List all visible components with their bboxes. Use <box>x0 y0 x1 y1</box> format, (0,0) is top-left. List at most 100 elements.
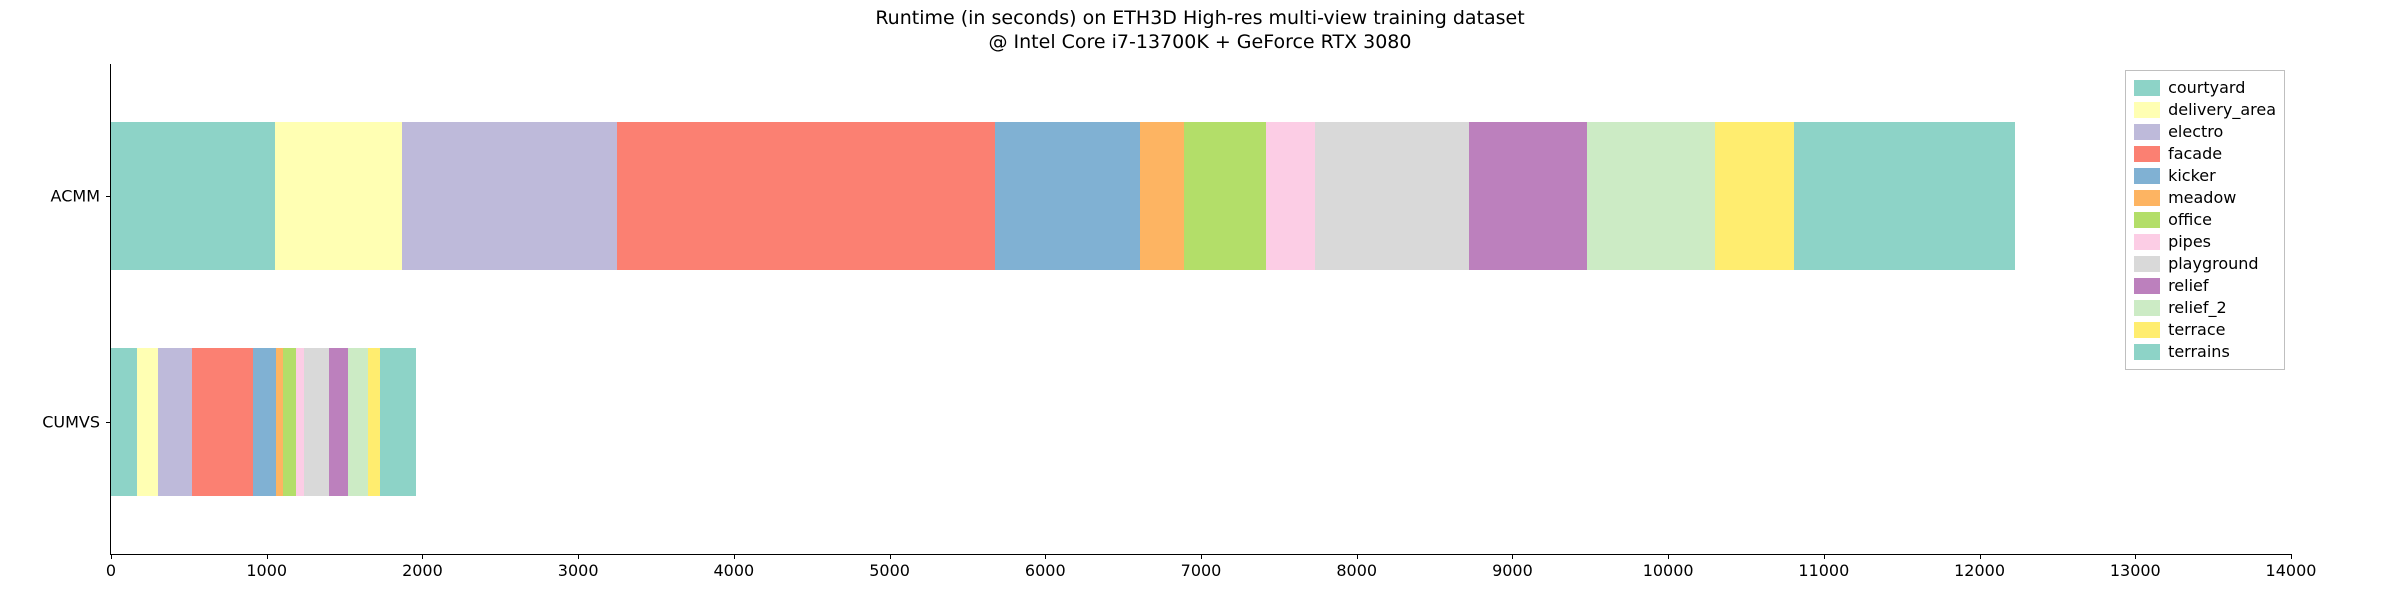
y-tick-label: CUMVS <box>0 412 100 431</box>
legend-swatch <box>2134 168 2160 184</box>
legend-item: relief_2 <box>2134 297 2276 319</box>
x-tick-mark <box>1201 554 1202 559</box>
legend-swatch <box>2134 80 2160 96</box>
legend-item: terrace <box>2134 319 2276 341</box>
bar-segment-relief <box>1469 122 1587 270</box>
legend-item: pipes <box>2134 231 2276 253</box>
bar-segment-relief_2 <box>1587 122 1715 270</box>
x-tick-label: 1000 <box>246 561 287 580</box>
bar-segment-terrace <box>1715 122 1794 270</box>
legend-label: courtyard <box>2168 77 2245 99</box>
legend: courtyarddelivery_areaelectrofacadekicke… <box>2125 70 2285 370</box>
bar-segment-office <box>1184 122 1267 270</box>
legend-item: electro <box>2134 121 2276 143</box>
bar-segment-meadow <box>276 348 283 496</box>
legend-swatch <box>2134 190 2160 206</box>
legend-swatch <box>2134 300 2160 316</box>
legend-label: terrains <box>2168 341 2230 363</box>
chart-title: Runtime (in seconds) on ETH3D High-res m… <box>0 6 2400 54</box>
legend-item: courtyard <box>2134 77 2276 99</box>
x-tick-mark <box>1980 554 1981 559</box>
legend-swatch <box>2134 344 2160 360</box>
x-tick-mark <box>578 554 579 559</box>
legend-label: playground <box>2168 253 2258 275</box>
x-tick-label: 10000 <box>1643 561 1694 580</box>
legend-label: relief_2 <box>2168 297 2227 319</box>
legend-swatch <box>2134 234 2160 250</box>
x-tick-label: 4000 <box>713 561 754 580</box>
legend-swatch <box>2134 256 2160 272</box>
x-tick-mark <box>1668 554 1669 559</box>
chart-title-line2: @ Intel Core i7-13700K + GeForce RTX 308… <box>989 31 1412 53</box>
x-tick-label: 0 <box>106 561 116 580</box>
y-tick-label: ACMM <box>0 187 100 206</box>
bar-segment-facade <box>192 348 253 496</box>
x-tick-mark <box>111 554 112 559</box>
x-tick-mark <box>734 554 735 559</box>
legend-label: terrace <box>2168 319 2225 341</box>
bar-segment-meadow <box>1140 122 1184 270</box>
bar-segment-delivery_area <box>275 122 403 270</box>
x-tick-mark <box>1824 554 1825 559</box>
legend-label: office <box>2168 209 2212 231</box>
legend-label: kicker <box>2168 165 2216 187</box>
legend-swatch <box>2134 124 2160 140</box>
legend-label: delivery_area <box>2168 99 2276 121</box>
legend-label: pipes <box>2168 231 2211 253</box>
legend-label: electro <box>2168 121 2223 143</box>
bar-segment-relief <box>329 348 348 496</box>
legend-label: facade <box>2168 143 2222 165</box>
x-tick-mark <box>2135 554 2136 559</box>
bar-segment-playground <box>304 348 329 496</box>
bar-segment-courtyard <box>111 122 275 270</box>
bar-segment-playground <box>1315 122 1469 270</box>
legend-item: playground <box>2134 253 2276 275</box>
legend-item: terrains <box>2134 341 2276 363</box>
bar-segment-relief_2 <box>348 348 368 496</box>
x-tick-label: 7000 <box>1181 561 1222 580</box>
x-tick-label: 5000 <box>869 561 910 580</box>
bar-segment-office <box>283 348 296 496</box>
bar-segment-kicker <box>253 348 276 496</box>
legend-item: delivery_area <box>2134 99 2276 121</box>
x-tick-label: 8000 <box>1336 561 1377 580</box>
x-tick-mark <box>1045 554 1046 559</box>
x-tick-mark <box>1512 554 1513 559</box>
legend-swatch <box>2134 102 2160 118</box>
legend-label: relief <box>2168 275 2208 297</box>
legend-label: meadow <box>2168 187 2236 209</box>
chart-title-line1: Runtime (in seconds) on ETH3D High-res m… <box>875 7 1524 29</box>
legend-item: facade <box>2134 143 2276 165</box>
x-tick-mark <box>422 554 423 559</box>
x-tick-label: 14000 <box>2266 561 2317 580</box>
bar-segment-courtyard <box>111 348 137 496</box>
x-tick-label: 9000 <box>1492 561 1533 580</box>
x-tick-mark <box>890 554 891 559</box>
x-tick-label: 6000 <box>1025 561 1066 580</box>
x-tick-mark <box>1357 554 1358 559</box>
bar-segment-pipes <box>1266 122 1314 270</box>
bar-segment-terrace <box>368 348 380 496</box>
x-tick-mark <box>267 554 268 559</box>
x-tick-label: 13000 <box>2110 561 2161 580</box>
x-tick-label: 11000 <box>1798 561 1849 580</box>
bar-segment-pipes <box>296 348 304 496</box>
legend-swatch <box>2134 212 2160 228</box>
bar-segment-electro <box>158 348 192 496</box>
bar-segment-electro <box>402 122 617 270</box>
x-tick-label: 12000 <box>1954 561 2005 580</box>
x-tick-mark <box>2291 554 2292 559</box>
bar-segment-terrains <box>1794 122 2015 270</box>
legend-item: meadow <box>2134 187 2276 209</box>
bar-segment-kicker <box>995 122 1140 270</box>
bar-segment-delivery_area <box>137 348 157 496</box>
legend-item: office <box>2134 209 2276 231</box>
bar-segment-terrains <box>380 348 416 496</box>
legend-swatch <box>2134 146 2160 162</box>
figure: Runtime (in seconds) on ETH3D High-res m… <box>0 0 2400 600</box>
x-tick-label: 3000 <box>558 561 599 580</box>
legend-item: kicker <box>2134 165 2276 187</box>
legend-swatch <box>2134 322 2160 338</box>
legend-item: relief <box>2134 275 2276 297</box>
legend-swatch <box>2134 278 2160 294</box>
